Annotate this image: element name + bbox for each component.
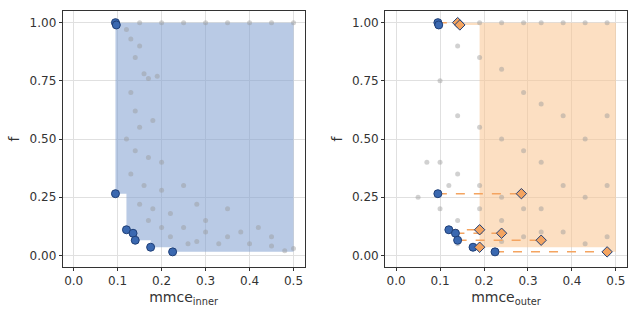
svg-text:0.3: 0.3 — [196, 274, 215, 288]
svg-text:0.1: 0.1 — [108, 274, 127, 288]
svg-text:0.50: 0.50 — [352, 132, 379, 146]
svg-text:0.2: 0.2 — [152, 274, 171, 288]
svg-text:0.00: 0.00 — [352, 249, 379, 263]
svg-text:0.25: 0.25 — [30, 190, 57, 204]
svg-text:0.4: 0.4 — [240, 274, 259, 288]
svg-text:0.2: 0.2 — [474, 274, 493, 288]
svg-text:0.50: 0.50 — [30, 132, 57, 146]
svg-text:0.0: 0.0 — [387, 274, 406, 288]
svg-text:0.1: 0.1 — [431, 274, 450, 288]
svg-text:0.4: 0.4 — [562, 274, 581, 288]
svg-text:0.0: 0.0 — [64, 274, 83, 288]
svg-text:0.75: 0.75 — [30, 74, 57, 88]
svg-text:0.75: 0.75 — [352, 74, 379, 88]
svg-text:0.25: 0.25 — [352, 190, 379, 204]
svg-text:mmce​outer​: mmce​outer​ — [471, 289, 542, 307]
svg-text:1.00: 1.00 — [352, 16, 379, 30]
svg-text:1.00: 1.00 — [30, 16, 57, 30]
svg-text:mmce​inner​: mmce​inner​ — [149, 289, 219, 307]
svg-text:f: f — [6, 135, 22, 141]
svg-text:0.3: 0.3 — [518, 274, 537, 288]
svg-text:0.00: 0.00 — [30, 249, 57, 263]
svg-text:0.5: 0.5 — [284, 274, 303, 288]
svg-text:0.5: 0.5 — [606, 274, 625, 288]
svg-text:f: f — [329, 135, 345, 141]
